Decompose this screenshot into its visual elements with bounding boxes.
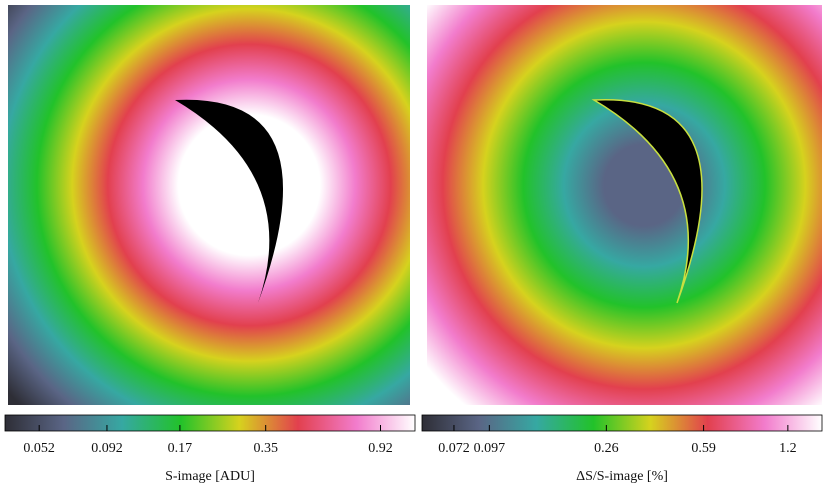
crescent xyxy=(591,99,703,304)
colorbar-label: ΔS/S-image [%] xyxy=(576,469,668,484)
image-panel xyxy=(8,5,410,405)
colorbar-tick-label: 0.26 xyxy=(594,441,619,456)
colorbar-label: S-image [ADU] xyxy=(165,469,255,484)
colorbar-tick-label: 0.17 xyxy=(168,441,193,456)
colorbar-tick-label: 0.092 xyxy=(91,441,123,456)
colorbar xyxy=(421,414,823,432)
crescent xyxy=(175,99,284,303)
colorbar-tick-label: 0.59 xyxy=(691,441,716,456)
image-panel xyxy=(427,5,822,405)
colorbar-tick-label: 1.2 xyxy=(779,441,797,456)
colorbar xyxy=(4,414,416,432)
colorbar-tick-label: 0.052 xyxy=(23,441,55,456)
colorbar-tick-label: 0.92 xyxy=(368,441,393,456)
colorbar-tick-label: 0.097 xyxy=(474,441,506,456)
colorbar-tick-label: 0.35 xyxy=(253,441,278,456)
colorbar-tick-label: 0.072 xyxy=(438,441,470,456)
